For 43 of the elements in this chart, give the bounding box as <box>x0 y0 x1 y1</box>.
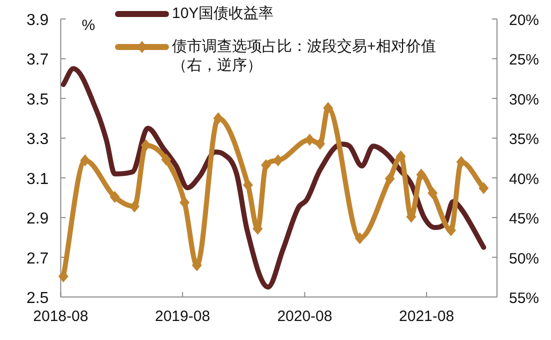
y-tick-label: 2.7 <box>26 250 49 268</box>
x-tick-label: 2021-08 <box>399 308 454 325</box>
point <box>384 172 395 185</box>
point <box>110 190 120 203</box>
y2-tick-label: 45% <box>509 210 540 228</box>
point <box>192 259 202 272</box>
y2-tick-label: 50% <box>509 250 540 268</box>
point <box>180 196 190 208</box>
y2-tick-label: 35% <box>509 131 540 148</box>
y2-tick-label: 30% <box>509 91 540 108</box>
point <box>446 224 456 236</box>
x-tick-label: 2019-08 <box>155 308 210 325</box>
point <box>456 156 466 168</box>
point <box>273 154 284 166</box>
point <box>354 232 365 244</box>
point <box>416 168 426 181</box>
y-axis-title: % <box>82 17 96 34</box>
y2-tick-label: 40% <box>509 170 540 188</box>
point <box>428 186 438 199</box>
point <box>213 112 224 124</box>
point <box>478 182 489 194</box>
y-tick-label: 2.9 <box>26 210 49 228</box>
point <box>396 150 406 162</box>
y-tick-label: 2.5 <box>26 290 49 307</box>
legend-label: 债市调查选项占比：波段交易+相对价值（右，逆序） <box>172 37 437 75</box>
y-tick-label: 3.5 <box>26 91 49 108</box>
y2-tick-label: 25% <box>509 52 540 69</box>
y2-tick-label: 20% <box>509 12 540 29</box>
legend-label: 10Y国债收益率 <box>172 4 274 23</box>
point <box>261 159 271 172</box>
x-tick-label: 2018-08 <box>33 308 88 325</box>
x-tick-label: 2020-08 <box>277 308 332 325</box>
point <box>161 154 172 166</box>
y-tick-label: 3.9 <box>26 12 49 29</box>
point <box>140 139 151 152</box>
y-tick-label: 3.7 <box>26 52 49 69</box>
y2-tick-label: 55% <box>509 290 540 307</box>
point <box>304 134 315 146</box>
point <box>323 102 334 114</box>
point <box>80 154 90 166</box>
point <box>315 138 326 150</box>
y-tick-label: 3.3 <box>26 131 49 148</box>
y-tick-label: 3.1 <box>26 170 49 188</box>
